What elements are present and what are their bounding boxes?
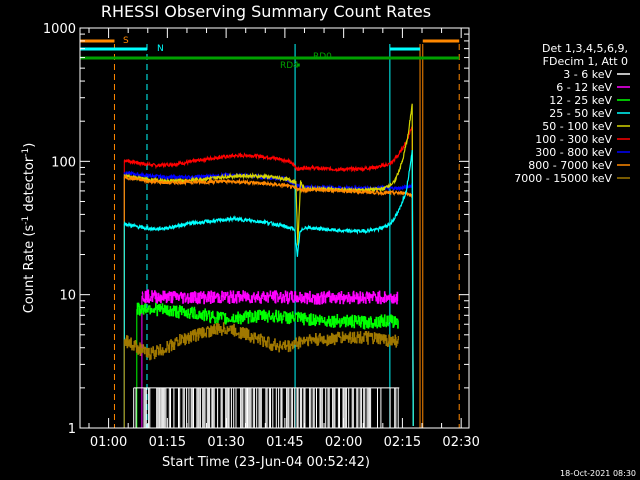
series-path (123, 103, 414, 427)
x-tick-label: 02:00 (325, 435, 362, 450)
series-path (123, 173, 414, 427)
series-line (123, 103, 414, 428)
x-axis-label: Start Time (23-Jun-04 00:52:42) (162, 455, 370, 470)
y-axis-label-part: ) (22, 143, 37, 148)
plot-area: S N RD0 RD4 (80, 36, 460, 428)
chart-title: RHESSI Observing Summary Count Rates (101, 2, 431, 21)
legend-entry-label: 6 - 12 keV (556, 81, 612, 94)
axes: 1 10 100 1000 01:00 01:15 01:30 01:45 02:00 02:15… (43, 22, 480, 450)
series-path (123, 149, 414, 427)
legend-entry-label: 300 - 800 keV (535, 146, 612, 159)
x-tick-label: 01:15 (149, 435, 186, 450)
generation-timestamp: 18-Oct-2021 08:30 (560, 469, 636, 478)
x-tick-label: 01:00 (90, 435, 127, 450)
series-line (136, 302, 399, 428)
legend-header: FDecim 1, Att 0 (543, 55, 628, 68)
legend: Det 1,3,4,5,6,9,FDecim 1, Att 03 - 6 keV… (514, 42, 630, 185)
legend-entry-label: 50 - 100 keV (542, 120, 612, 133)
legend-entry-label: 7000 - 15000 keV (514, 172, 612, 185)
y-axis-label: Count Rate (s-1 detector-1) (21, 143, 37, 314)
flag-label: RD0 (313, 52, 332, 62)
flag-label: RD4 (280, 61, 299, 71)
y-axis-label-superscript: -1 (21, 148, 31, 157)
plot-frame (79, 27, 470, 429)
x-tick-label: 01:45 (266, 435, 303, 450)
y-tick-label: 1000 (43, 22, 76, 37)
legend-entry-label: 12 - 25 keV (549, 94, 612, 107)
legend-entry-label: 25 - 50 keV (549, 107, 612, 120)
y-axis-label-superscript: -1 (21, 216, 31, 225)
y-axis-label-part: detector (22, 156, 37, 216)
legend-header: Det 1,3,4,5,6,9, (542, 42, 628, 55)
y-tick-label: 100 (51, 155, 76, 170)
series-path (124, 124, 414, 427)
x-tick-label: 02:30 (442, 435, 479, 450)
legend-entry-label: 100 - 300 keV (535, 133, 612, 146)
x-tick-label: 01:30 (207, 435, 244, 450)
x-tick-label: 02:15 (384, 435, 421, 450)
flag-label: N (157, 44, 164, 54)
series-line (141, 289, 399, 428)
series-path (124, 322, 399, 361)
series-path (123, 170, 414, 427)
series-line (123, 322, 399, 428)
y-tick-label: 1 (68, 422, 76, 437)
y-tick-label: 10 (59, 289, 76, 304)
series-path (136, 302, 399, 330)
series-line (123, 124, 414, 428)
y-axis-label-part: Count Rate (s (22, 225, 37, 314)
series-line (133, 387, 400, 428)
legend-entry-label: 3 - 6 keV (563, 68, 612, 81)
legend-entry-label: 800 - 7000 keV (528, 159, 612, 172)
series-path (141, 289, 399, 305)
flag-label: S (123, 36, 129, 46)
